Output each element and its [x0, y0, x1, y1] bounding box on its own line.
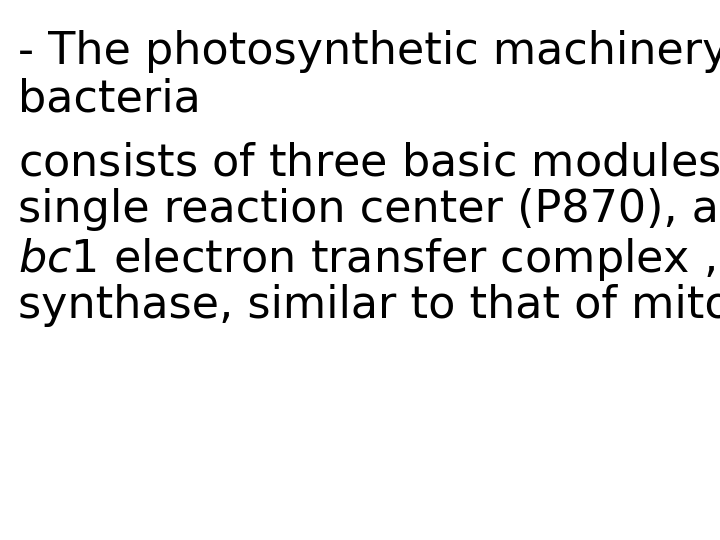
Text: $\mathit{bc1}$ electron transfer complex , and an ATP: $\mathit{bc1}$ electron transfer complex… [18, 236, 720, 283]
Text: synthase, similar to that of mitochondria.: synthase, similar to that of mitochondri… [18, 284, 720, 327]
Text: single reaction center (P870), a cytochrome: single reaction center (P870), a cytochr… [18, 188, 720, 231]
Text: bacteria: bacteria [18, 78, 201, 121]
Text: - The photosynthetic machinery in purple: - The photosynthetic machinery in purple [18, 30, 720, 73]
Text: consists of three basic modules $\mathbf{(Fig.\ )}$ : a: consists of three basic modules $\mathbf… [18, 140, 720, 187]
